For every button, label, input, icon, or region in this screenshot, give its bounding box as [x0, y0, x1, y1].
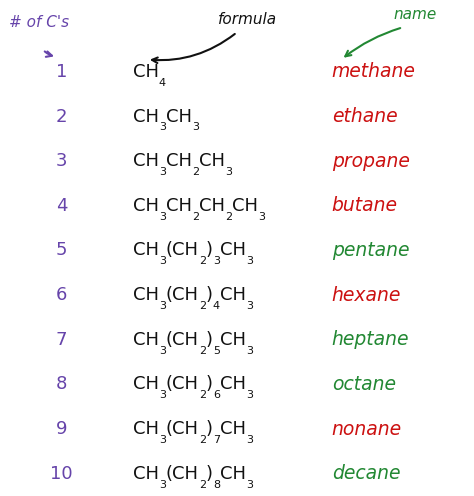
- Text: 3: 3: [246, 390, 253, 400]
- Text: 3: 3: [159, 123, 166, 132]
- Text: octane: octane: [332, 375, 396, 394]
- Text: ): ): [206, 242, 213, 259]
- Text: CH: CH: [133, 152, 159, 170]
- Text: 3: 3: [159, 301, 166, 311]
- Text: 9: 9: [56, 420, 67, 438]
- Text: CH: CH: [133, 63, 159, 81]
- Text: pentane: pentane: [332, 241, 410, 260]
- Text: 2: 2: [199, 256, 206, 266]
- Text: 2: 2: [199, 301, 206, 311]
- Text: (CH: (CH: [166, 465, 199, 483]
- Text: 5: 5: [56, 242, 67, 259]
- Text: decane: decane: [332, 464, 401, 483]
- Text: ethane: ethane: [332, 107, 397, 126]
- Text: propane: propane: [332, 152, 410, 171]
- Text: 4: 4: [159, 78, 166, 88]
- Text: 3: 3: [225, 167, 232, 177]
- Text: 3: 3: [159, 167, 166, 177]
- Text: 7: 7: [213, 435, 220, 445]
- Text: 3: 3: [159, 435, 166, 445]
- Text: 2: 2: [225, 212, 232, 222]
- Text: (CH: (CH: [166, 286, 199, 304]
- Text: 3: 3: [246, 256, 253, 266]
- Text: 2: 2: [199, 346, 206, 356]
- Text: (CH: (CH: [166, 242, 199, 259]
- Text: CH: CH: [133, 375, 159, 393]
- Text: CH: CH: [220, 375, 246, 393]
- Text: CH: CH: [220, 242, 246, 259]
- Text: ): ): [206, 420, 213, 438]
- Text: butane: butane: [332, 196, 398, 215]
- Text: CH: CH: [220, 286, 246, 304]
- Text: 4: 4: [213, 301, 220, 311]
- Text: CH: CH: [133, 108, 159, 125]
- Text: 3: 3: [191, 123, 199, 132]
- Text: CH: CH: [133, 465, 159, 483]
- Text: CH: CH: [133, 286, 159, 304]
- Text: 3: 3: [213, 256, 220, 266]
- Text: methane: methane: [332, 62, 416, 81]
- Text: CH: CH: [220, 465, 246, 483]
- Text: CH: CH: [133, 242, 159, 259]
- Text: 2: 2: [56, 108, 67, 125]
- Text: 3: 3: [246, 301, 253, 311]
- Text: CH: CH: [133, 420, 159, 438]
- Text: 3: 3: [159, 390, 166, 400]
- Text: 2: 2: [199, 390, 206, 400]
- Text: (CH: (CH: [166, 420, 199, 438]
- Text: 4: 4: [56, 197, 67, 215]
- Text: CH: CH: [220, 420, 246, 438]
- Text: ): ): [206, 331, 213, 349]
- Text: 10: 10: [50, 465, 73, 483]
- Text: 3: 3: [159, 480, 166, 490]
- Text: 3: 3: [246, 346, 253, 356]
- Text: ): ): [206, 465, 213, 483]
- Text: ): ): [206, 286, 213, 304]
- Text: heptane: heptane: [332, 330, 410, 349]
- Text: CH: CH: [166, 152, 191, 170]
- Text: 3: 3: [246, 480, 253, 490]
- Text: name: name: [393, 7, 437, 22]
- Text: 3: 3: [159, 346, 166, 356]
- Text: CH: CH: [232, 197, 258, 215]
- Text: CH: CH: [166, 197, 191, 215]
- Text: # of C's: # of C's: [9, 15, 70, 30]
- Text: CH: CH: [220, 331, 246, 349]
- Text: (CH: (CH: [166, 331, 199, 349]
- Text: formula: formula: [218, 12, 277, 27]
- Text: 3: 3: [159, 212, 166, 222]
- Text: CH: CH: [199, 152, 225, 170]
- Text: 2: 2: [191, 212, 199, 222]
- Text: CH: CH: [133, 331, 159, 349]
- Text: 3: 3: [159, 256, 166, 266]
- Text: 2: 2: [199, 480, 206, 490]
- Text: (CH: (CH: [166, 375, 199, 393]
- Text: 2: 2: [199, 435, 206, 445]
- Text: nonane: nonane: [332, 420, 402, 438]
- Text: CH: CH: [199, 197, 225, 215]
- Text: CH: CH: [133, 197, 159, 215]
- Text: 7: 7: [56, 331, 67, 349]
- Text: 1: 1: [56, 63, 67, 81]
- Text: 8: 8: [56, 375, 67, 393]
- Text: 6: 6: [56, 286, 67, 304]
- Text: 3: 3: [246, 435, 253, 445]
- Text: 8: 8: [213, 480, 220, 490]
- Text: 3: 3: [56, 152, 67, 170]
- Text: CH: CH: [166, 108, 191, 125]
- Text: 5: 5: [213, 346, 220, 356]
- Text: 3: 3: [258, 212, 265, 222]
- Text: 2: 2: [191, 167, 199, 177]
- Text: 6: 6: [213, 390, 220, 400]
- Text: ): ): [206, 375, 213, 393]
- Text: hexane: hexane: [332, 286, 401, 305]
